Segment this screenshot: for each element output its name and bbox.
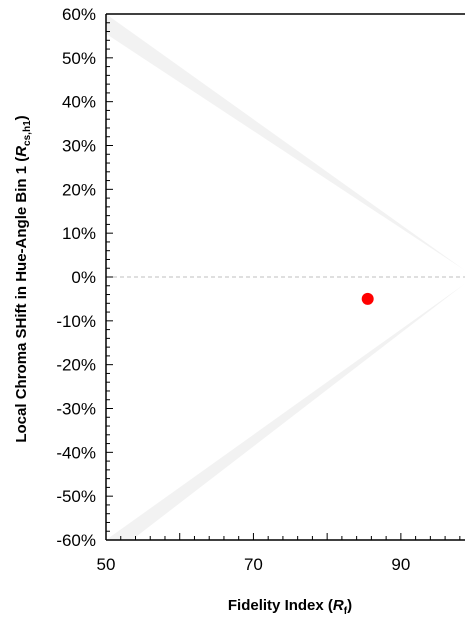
x-axis-title: Fidelity Index (Rf) [228,597,352,617]
x-tick-label: 90 [391,555,410,574]
y-tick-label: -50% [56,487,96,506]
x-tick-labels: 50 70 90 [97,555,411,574]
y-tick-label: -60% [56,531,96,550]
y-tick-label: -10% [56,312,96,331]
axes [105,13,465,541]
shaded-region-2 [106,283,465,540]
y-tick-label: 30% [62,137,96,156]
y-tick-label: -40% [56,443,96,462]
y-tick-label: 10% [62,224,96,243]
y-tick-label: -20% [56,356,96,375]
data-points [361,292,374,305]
y-tick-labels: 60% 50% 40% 30% 20% 10% 0% -10% -20% -30% -40% -50%… [56,5,96,550]
x-tick-label: 50 [97,555,116,574]
data-point [361,292,374,305]
y-tick-label: 20% [62,180,96,199]
y-tick-label: -30% [56,400,96,419]
y-tick-label: 60% [62,5,96,24]
y-tick-label: 40% [62,93,96,112]
x-tick-label: 70 [244,555,263,574]
y-axis-title: Local Chroma SHift in Hue-Angle Bin 1 (R… [13,115,33,442]
y-tick-label: 0% [71,268,96,287]
y-tick-label: 50% [62,49,96,68]
shaded-region-1 [106,14,465,271]
shaded-regions [106,14,465,540]
